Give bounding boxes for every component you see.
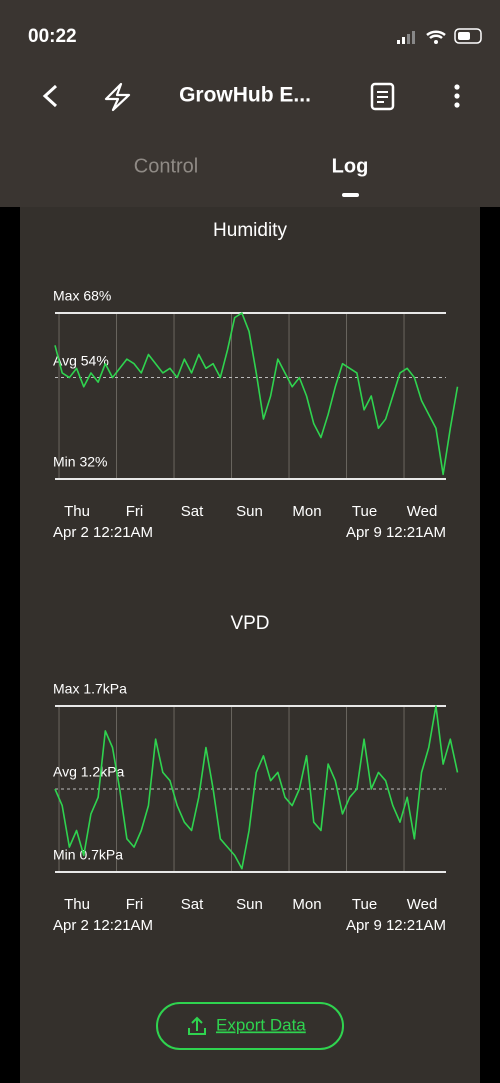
tab-control[interactable]: Control (134, 155, 198, 177)
reference-label: Avg 1.2kPa (53, 764, 125, 780)
x-tick-label: Mon (292, 503, 321, 520)
notes-button[interactable] (370, 82, 395, 111)
chart-title: VPD (230, 613, 269, 634)
tab-indicator (342, 193, 359, 197)
back-button[interactable] (42, 84, 58, 108)
data-line (54, 705, 459, 870)
status-icons (397, 28, 482, 44)
x-tick-label: Fri (126, 503, 144, 520)
data-line (54, 312, 459, 476)
range-start: Apr 2 12:21AM (53, 524, 153, 541)
content-bg (20, 207, 480, 1083)
menu-button[interactable] (454, 84, 460, 108)
x-tick-label: Sat (181, 896, 204, 913)
x-tick-label: Sun (236, 896, 263, 913)
range-end: Apr 9 12:21AM (346, 917, 446, 934)
export-label[interactable]: Export Data (216, 1015, 306, 1034)
x-tick-label: Sat (181, 503, 204, 520)
x-tick-label: Tue (352, 896, 377, 913)
range-start: Apr 2 12:21AM (53, 917, 153, 934)
status-time: 00:22 (28, 26, 77, 47)
x-tick-label: Thu (64, 503, 90, 520)
header-bg (0, 0, 500, 207)
x-tick-label: Tue (352, 503, 377, 520)
x-tick-label: Thu (64, 896, 90, 913)
header-title: GrowHub E... (179, 84, 311, 107)
x-tick-label: Fri (126, 896, 144, 913)
reference-label: Min 32% (53, 454, 107, 470)
flash-button[interactable] (104, 82, 131, 112)
x-tick-label: Wed (407, 503, 438, 520)
reference-label: Max 1.7kPa (53, 681, 127, 697)
x-tick-label: Wed (407, 896, 438, 913)
reference-label: Min 0.7kPa (53, 847, 123, 863)
x-tick-label: Sun (236, 503, 263, 520)
reference-label: Avg 54% (53, 352, 109, 368)
tab-log[interactable]: Log (332, 155, 369, 177)
export-button[interactable]: Export Data (156, 1002, 344, 1050)
range-end: Apr 9 12:21AM (346, 524, 446, 541)
chart-title: Humidity (213, 220, 287, 241)
reference-label: Max 68% (53, 288, 111, 304)
x-tick-label: Mon (292, 896, 321, 913)
